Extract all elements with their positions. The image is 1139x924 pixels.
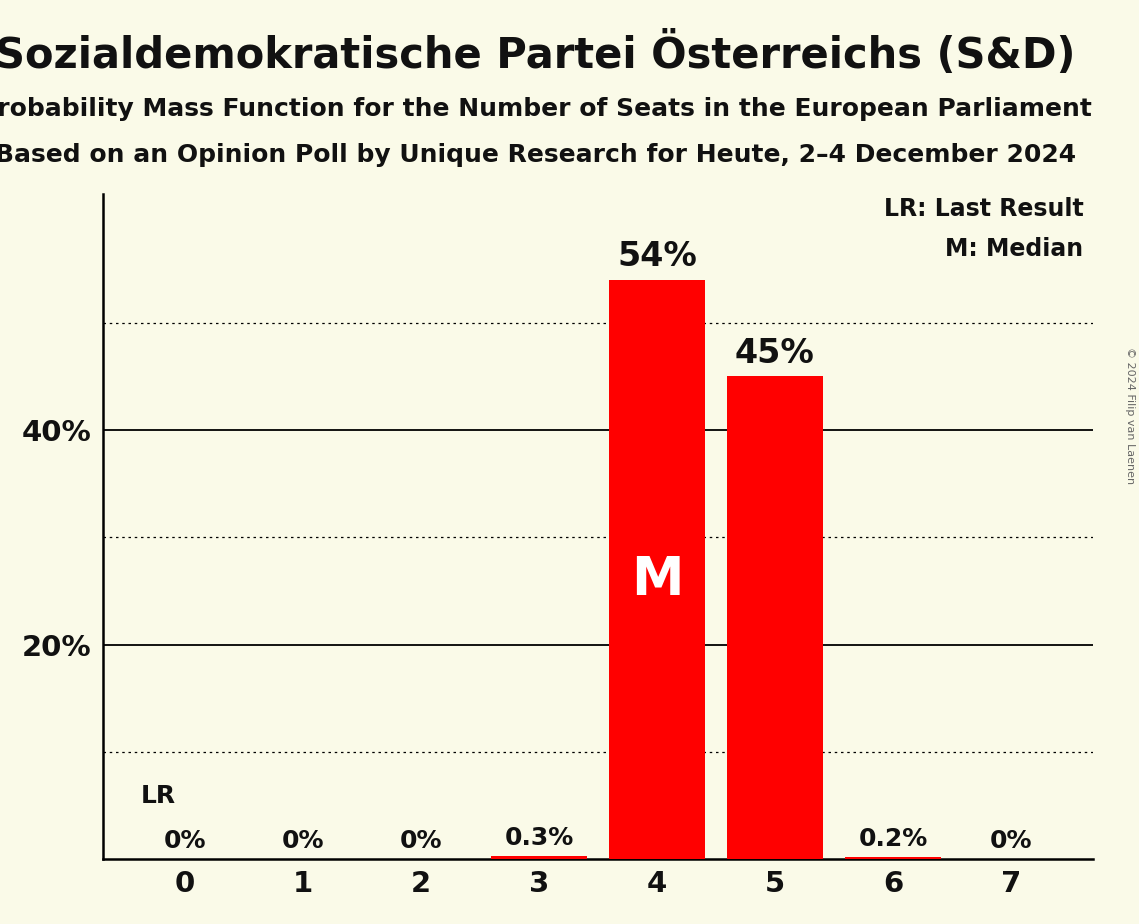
Text: 0%: 0% <box>990 829 1032 853</box>
Text: 0%: 0% <box>281 829 325 853</box>
Text: 0.2%: 0.2% <box>859 827 927 851</box>
Bar <box>608 280 705 859</box>
Bar <box>844 857 941 859</box>
Text: M: Median: M: Median <box>945 237 1083 261</box>
Text: M: M <box>631 554 683 606</box>
Text: Based on an Opinion Poll by Unique Research for Heute, 2–4 December 2024: Based on an Opinion Poll by Unique Resea… <box>0 143 1076 167</box>
Text: LR: LR <box>140 784 175 808</box>
Text: © 2024 Filip van Laenen: © 2024 Filip van Laenen <box>1125 347 1134 484</box>
Text: 0%: 0% <box>164 829 206 853</box>
Text: Sozialdemokratische Partei Österreichs (S&D): Sozialdemokratische Partei Österreichs (… <box>0 32 1075 78</box>
Text: 54%: 54% <box>617 240 697 274</box>
Text: 0.3%: 0.3% <box>505 826 574 850</box>
Text: 45%: 45% <box>735 337 814 370</box>
Bar <box>491 857 588 859</box>
Text: LR: Last Result: LR: Last Result <box>884 198 1083 222</box>
Text: Probability Mass Function for the Number of Seats in the European Parliament: Probability Mass Function for the Number… <box>0 97 1092 121</box>
Bar <box>727 376 823 859</box>
Text: 0%: 0% <box>400 829 442 853</box>
